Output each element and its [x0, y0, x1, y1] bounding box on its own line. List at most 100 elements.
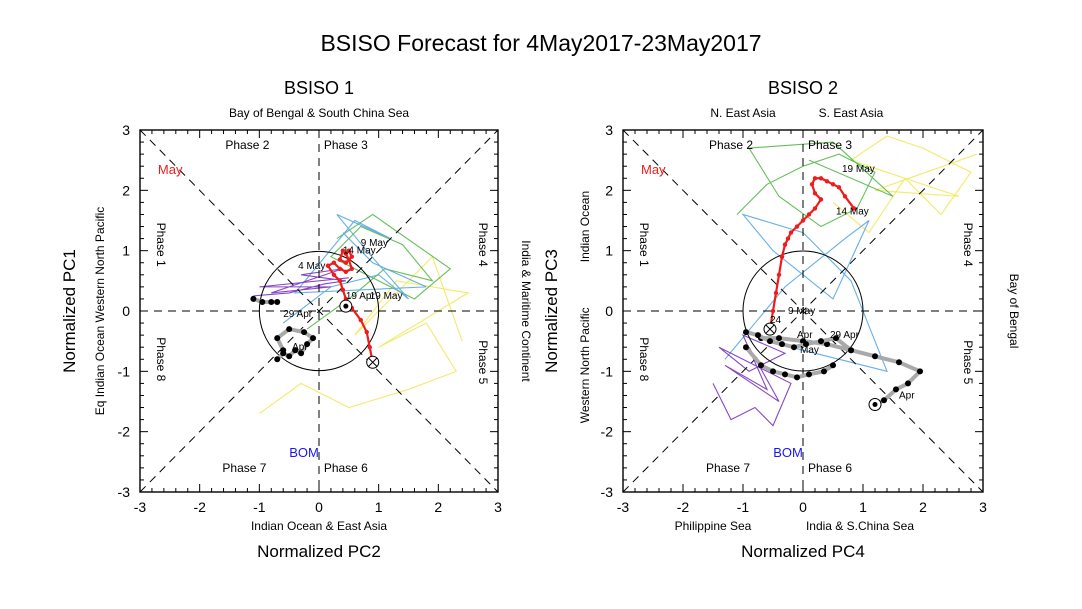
observed-point [785, 236, 791, 241]
forecast-mean-point [767, 338, 773, 345]
forecast-mean-point [896, 359, 902, 366]
month-label: May [158, 162, 183, 177]
y-tick-label: 2 [605, 182, 613, 198]
date-annotation: 9 May [788, 306, 815, 317]
forecast-mean-point [274, 356, 281, 363]
forecast-mean-line-1 [761, 336, 924, 407]
forecast-mean-point [743, 344, 749, 351]
ensemble-purple-line [253, 268, 349, 297]
forecast-mean-point [268, 298, 275, 305]
x-tick-label: -1 [253, 499, 266, 515]
date-annotation: 29 Apr [830, 330, 860, 341]
forecast-mean-point [782, 371, 788, 378]
region-left-outer-label: Indian Ocean [578, 191, 592, 262]
y-tick-label: -1 [601, 363, 614, 379]
y-tick-label: 1 [605, 243, 613, 259]
forecast-mean-point [794, 374, 800, 381]
observed-point [367, 345, 372, 350]
ensemble-blue-line [282, 213, 427, 324]
observed-point [337, 266, 343, 271]
phase-5-label: Phase 5 [961, 340, 975, 384]
observed-point [337, 257, 343, 262]
observed-point [818, 197, 824, 202]
forecast-mean-point [872, 353, 878, 360]
observed-point [349, 266, 355, 271]
forecast-mean-point [743, 329, 749, 336]
date-annotation: Apr [797, 330, 813, 341]
y-axis-label: Normalized PC1 [60, 249, 79, 373]
region-top-label: Bay of Bengal & South China Sea [229, 106, 409, 120]
observed-point [830, 182, 836, 187]
observed-point [346, 248, 352, 253]
date-annotation: 9 May [361, 238, 388, 249]
region-bottom-right-label: India & S.China Sea [806, 519, 914, 533]
observed-point [349, 254, 355, 259]
y-tick-label: -3 [118, 484, 131, 500]
observed-point [343, 269, 349, 274]
phase-6-label: Phase 6 [808, 461, 852, 475]
observed-point [812, 191, 818, 196]
date-annotation: 14 May [836, 206, 869, 217]
observed-point [776, 272, 782, 277]
origin-marker-dot [343, 303, 349, 309]
y-tick-label: -3 [601, 484, 614, 500]
forecast-mean-point [779, 341, 785, 348]
x-tick-label: 1 [375, 499, 383, 515]
x-tick-label: 2 [434, 499, 442, 515]
forecast-mean-point [818, 338, 824, 345]
forecast-mean-point [830, 362, 836, 369]
x-tick-label: 1 [859, 499, 867, 515]
forecast-mean-point [280, 347, 287, 354]
observed-point [364, 329, 369, 335]
ensemble-blue-line [724, 213, 888, 373]
forecast-mean-point [776, 335, 782, 342]
x-axis-label: Normalized PC2 [257, 542, 381, 561]
phase-6-label: Phase 6 [324, 461, 368, 475]
observed-point [779, 254, 785, 259]
observed-point [809, 182, 815, 187]
phase-7-label: Phase 7 [222, 461, 266, 475]
forecast-mean-point [274, 335, 281, 342]
forecast-mean-point [917, 368, 923, 375]
y-tick-label: 0 [122, 303, 130, 319]
unit-circle [258, 250, 380, 372]
observed-point [812, 176, 818, 181]
ensemble-green-line [736, 141, 894, 228]
date-annotation: May [800, 345, 819, 356]
forecast-mean-point [824, 341, 830, 348]
observed-line [768, 177, 855, 330]
forecast-mean-point [821, 368, 827, 375]
region-left-outer-label: Eq Indian Ocean Western North Pacific [93, 207, 107, 416]
x-tick-label: -3 [134, 499, 147, 515]
x-tick-label: 3 [979, 499, 987, 515]
start-marker-cross [765, 324, 775, 334]
observed-point [331, 272, 337, 277]
observed-point [346, 257, 352, 262]
diagonal-dashed-2 [139, 129, 499, 493]
panel-title: BSISO 2 [768, 78, 838, 98]
region-top-right-label: S. East Asia [819, 106, 884, 120]
observed-point [788, 230, 794, 235]
observed-point [794, 224, 800, 229]
y-tick-label: -2 [601, 424, 614, 440]
forecast-mean-point [298, 350, 305, 357]
chart-title: BSISO Forecast for 4May2017-23May2017 [320, 30, 762, 56]
observed-point [337, 278, 343, 284]
region-right-label: Bay of Bengal [1007, 274, 1021, 349]
region-right-label: India & Maritime Continent [519, 240, 533, 382]
bom-label: BOM [289, 445, 319, 460]
region-bottom-left-label: Philippine Sea [675, 519, 752, 533]
x-tick-label: -2 [193, 499, 206, 515]
y-tick-label: -1 [118, 363, 131, 379]
phase-5-label: Phase 5 [476, 340, 490, 384]
forecast-mean-point [310, 335, 317, 342]
forecast-mean-point [791, 344, 797, 351]
y-tick-label: 1 [122, 243, 130, 259]
y-tick-label: 3 [122, 122, 130, 138]
x-tick-label: 3 [494, 499, 502, 515]
forecast-mean-point [755, 332, 761, 339]
month-label: May [641, 162, 666, 177]
observed-point [806, 212, 812, 217]
date-annotation: 29 Apr [283, 309, 313, 320]
